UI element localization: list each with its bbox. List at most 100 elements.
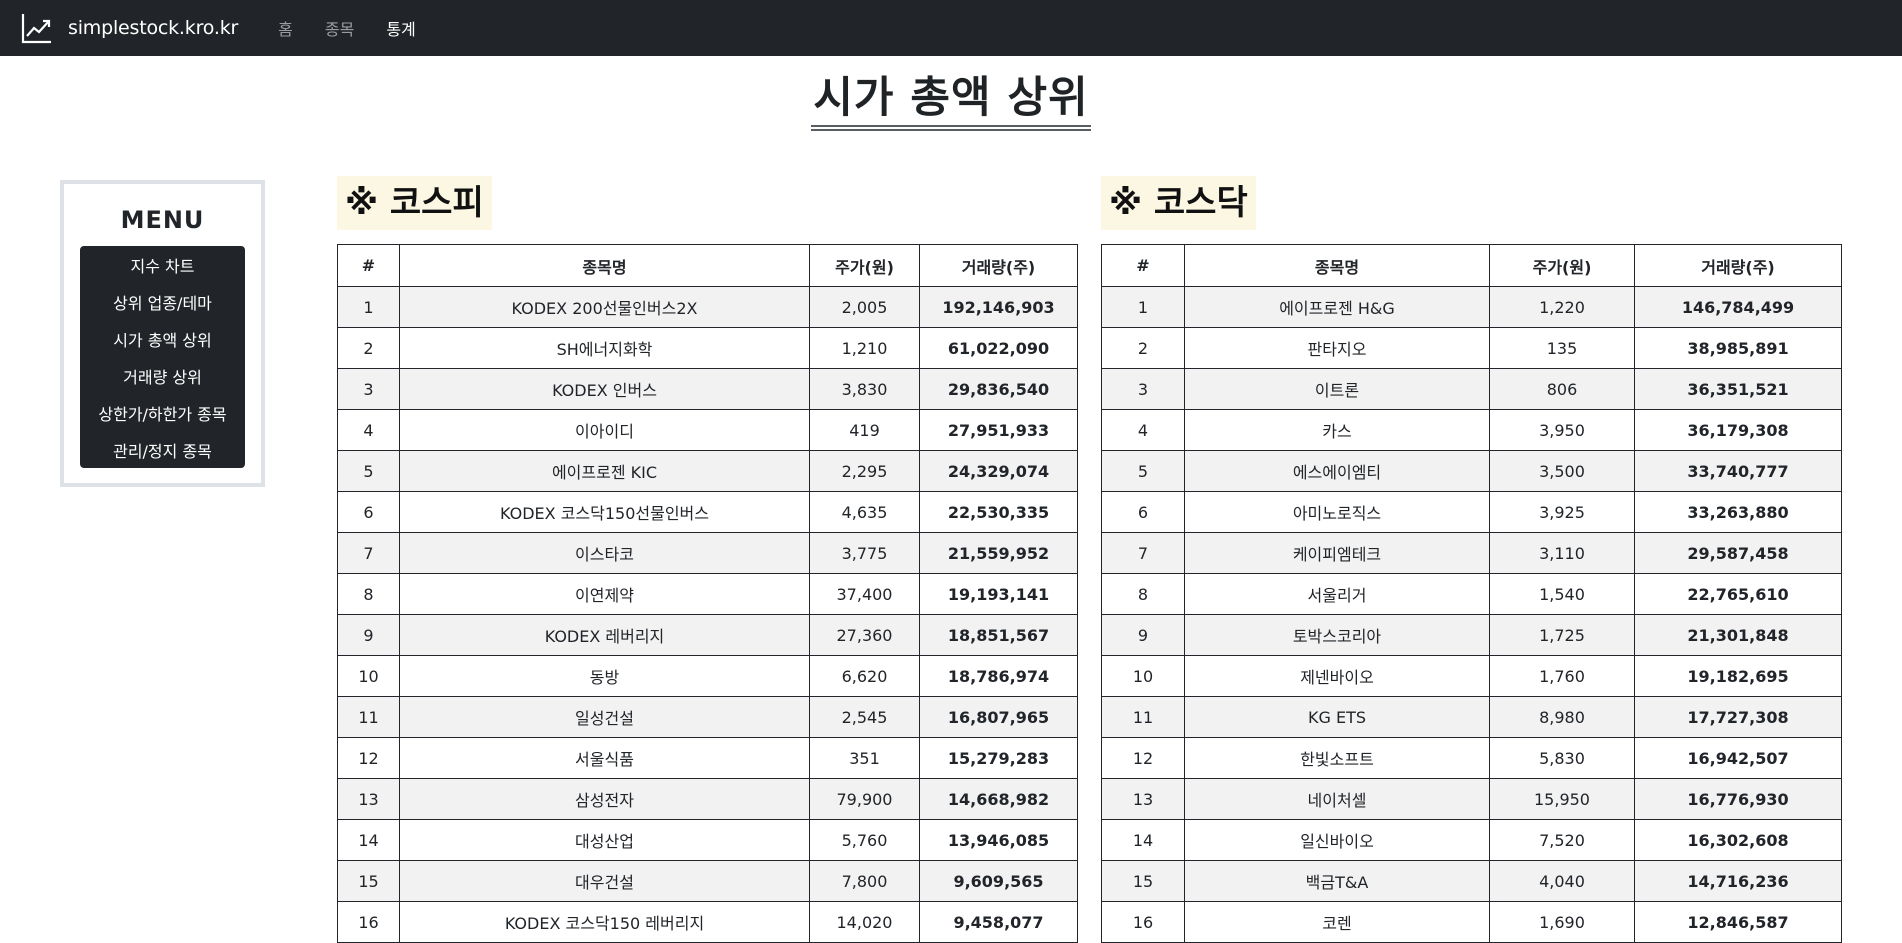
stock-name-cell[interactable]: 삼성전자 [399,778,810,820]
stock-name-cell[interactable]: KG ETS [1184,696,1490,738]
stock-name-cell[interactable]: 대성산업 [399,819,810,861]
menu-item-managed-suspended[interactable]: 관리/정지 종목 [113,442,212,461]
volume-cell: 21,301,848 [1634,614,1842,656]
stock-name-cell[interactable]: KODEX 200선물인버스2X [399,286,810,328]
nav-statistics[interactable]: 통계 [386,20,416,39]
table-row[interactable]: 13 네이처셀 15,950 16,776,930 [1101,778,1842,820]
stock-name-cell[interactable]: 에이프로젠 H&G [1184,286,1490,328]
volume-cell: 9,609,565 [919,860,1078,902]
stock-name-cell[interactable]: KODEX 인버스 [399,368,810,410]
menu-item-top-sectors[interactable]: 상위 업종/테마 [113,294,212,313]
stock-name-cell[interactable]: 판타지오 [1184,327,1490,369]
table-row[interactable]: 10 제넨바이오 1,760 19,182,695 [1101,655,1842,697]
nav-stocks[interactable]: 종목 [324,20,355,39]
table-row[interactable]: 3 이트론 806 36,351,521 [1101,368,1842,410]
stock-name-cell[interactable]: KODEX 레버리지 [399,614,810,656]
table-row[interactable]: 14 일신바이오 7,520 16,302,608 [1101,819,1842,861]
price-cell: 3,500 [1489,450,1635,492]
stock-name-cell[interactable]: 이아이디 [399,409,810,451]
price-cell: 3,950 [1489,409,1635,451]
volume-cell: 18,786,974 [919,655,1078,697]
table-row[interactable]: 8 이연제약 37,400 19,193,141 [337,573,1078,615]
table-row[interactable]: 3 KODEX 인버스 3,830 29,836,540 [337,368,1078,410]
brand-link[interactable]: simplestock.kro.kr [20,11,238,45]
stock-name-cell[interactable]: 일신바이오 [1184,819,1490,861]
table-row[interactable]: 12 한빛소프트 5,830 16,942,507 [1101,737,1842,779]
stock-name-cell[interactable]: 에스에이엠티 [1184,450,1490,492]
stock-name-cell[interactable]: 백금T&A [1184,860,1490,902]
volume-cell: 9,458,077 [919,901,1078,943]
page-title-wrap: 시가 총액 상위 [0,73,1902,132]
rank-cell: 3 [337,368,400,410]
volume-cell: 27,951,933 [919,409,1078,451]
menu-item-volume[interactable]: 거래량 상위 [123,368,202,387]
menu-item-market-cap[interactable]: 시가 총액 상위 [113,331,212,350]
stock-name-cell[interactable]: 서울식품 [399,737,810,779]
stock-name-cell[interactable]: 에이프로젠 KIC [399,450,810,492]
rank-cell: 14 [337,819,400,861]
stock-name-cell[interactable]: KODEX 코스닥150 레버리지 [399,901,810,943]
stock-name-cell[interactable]: 일성건설 [399,696,810,738]
price-cell: 1,690 [1489,901,1635,943]
stock-name-cell[interactable]: 대우건설 [399,860,810,902]
table-row[interactable]: 9 KODEX 레버리지 27,360 18,851,567 [337,614,1078,656]
table-row[interactable]: 2 SH에너지화학 1,210 61,022,090 [337,327,1078,369]
rank-cell: 12 [1101,737,1185,779]
stock-name-cell[interactable]: 이연제약 [399,573,810,615]
table-row[interactable]: 1 KODEX 200선물인버스2X 2,005 192,146,903 [337,286,1078,328]
volume-cell: 22,530,335 [919,491,1078,533]
table-row[interactable]: 15 백금T&A 4,040 14,716,236 [1101,860,1842,902]
table-row[interactable]: 2 판타지오 135 38,985,891 [1101,327,1842,369]
table-row[interactable]: 12 서울식품 351 15,279,283 [337,737,1078,779]
rank-cell: 16 [1101,901,1185,943]
table-row[interactable]: 11 일성건설 2,545 16,807,965 [337,696,1078,738]
stock-name-cell[interactable]: 제넨바이오 [1184,655,1490,697]
volume-cell: 16,302,608 [1634,819,1842,861]
table-row[interactable]: 16 코렌 1,690 12,846,587 [1101,901,1842,943]
stock-name-cell[interactable]: 아미노로직스 [1184,491,1490,533]
stock-name-cell[interactable]: 토박스코리아 [1184,614,1490,656]
column-header-name: 종목명 [399,244,810,287]
table-row[interactable]: 4 이아이디 419 27,951,933 [337,409,1078,451]
table-row[interactable]: 15 대우건설 7,800 9,609,565 [337,860,1078,902]
price-cell: 15,950 [1489,778,1635,820]
table-row[interactable]: 5 에이프로젠 KIC 2,295 24,329,074 [337,450,1078,492]
nav-home[interactable]: 홈 [278,20,293,39]
table-row[interactable]: 8 서울리거 1,540 22,765,610 [1101,573,1842,615]
menu-item-limit-up-down[interactable]: 상한가/하한가 종목 [98,405,227,424]
stock-name-cell[interactable]: KODEX 코스닥150선물인버스 [399,491,810,533]
stock-name-cell[interactable]: 카스 [1184,409,1490,451]
table-row[interactable]: 5 에스에이엠티 3,500 33,740,777 [1101,450,1842,492]
volume-cell: 33,263,880 [1634,491,1842,533]
rank-cell: 9 [1101,614,1185,656]
table-row[interactable]: 16 KODEX 코스닥150 레버리지 14,020 9,458,077 [337,901,1078,943]
brand-name: simplestock.kro.kr [68,17,239,39]
stock-name-cell[interactable]: 네이처셀 [1184,778,1490,820]
table-row[interactable]: 7 케이피엠테크 3,110 29,587,458 [1101,532,1842,574]
price-cell: 1,210 [809,327,920,369]
stock-name-cell[interactable]: 동방 [399,655,810,697]
table-row[interactable]: 4 카스 3,950 36,179,308 [1101,409,1842,451]
rank-cell: 13 [1101,778,1185,820]
stock-name-cell[interactable]: 이스타코 [399,532,810,574]
stock-name-cell[interactable]: SH에너지화학 [399,327,810,369]
stock-name-cell[interactable]: 한빛소프트 [1184,737,1490,779]
stock-name-cell[interactable]: 이트론 [1184,368,1490,410]
column-header-price: 주가(원) [1489,244,1635,287]
table-row[interactable]: 9 토박스코리아 1,725 21,301,848 [1101,614,1842,656]
rank-cell: 9 [337,614,400,656]
stock-name-cell[interactable]: 서울리거 [1184,573,1490,615]
menu-list: 지수 차트 상위 업종/테마 시가 총액 상위 거래량 상위 상한가/하한가 종… [80,246,245,468]
stock-name-cell[interactable]: 코렌 [1184,901,1490,943]
table-row[interactable]: 7 이스타코 3,775 21,559,952 [337,532,1078,574]
table-row[interactable]: 14 대성산업 5,760 13,946,085 [337,819,1078,861]
menu-item-index-chart[interactable]: 지수 차트 [130,257,195,276]
table-row[interactable]: 10 동방 6,620 18,786,974 [337,655,1078,697]
table-row[interactable]: 1 에이프로젠 H&G 1,220 146,784,499 [1101,286,1842,328]
table-row[interactable]: 13 삼성전자 79,900 14,668,982 [337,778,1078,820]
table-row[interactable]: 6 KODEX 코스닥150선물인버스 4,635 22,530,335 [337,491,1078,533]
volume-cell: 36,351,521 [1634,368,1842,410]
table-row[interactable]: 11 KG ETS 8,980 17,727,308 [1101,696,1842,738]
stock-name-cell[interactable]: 케이피엠테크 [1184,532,1490,574]
table-row[interactable]: 6 아미노로직스 3,925 33,263,880 [1101,491,1842,533]
